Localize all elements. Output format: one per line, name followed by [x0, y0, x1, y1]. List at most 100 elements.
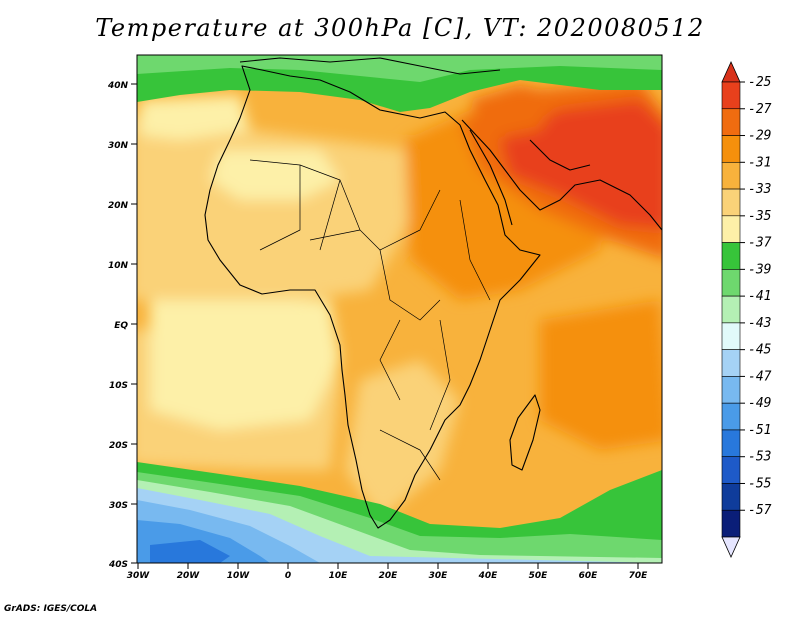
colorbar-label: -39 [748, 262, 771, 277]
lat-tick: 40S [108, 560, 137, 570]
svg-text:40E: 40E [478, 571, 499, 581]
colorbar-label: -35 [748, 209, 772, 224]
colorbar-cell [721, 242, 741, 270]
coastlines [204, 57, 662, 529]
lon-tick: 70E [629, 563, 649, 581]
lon-tick: 50E [529, 563, 548, 581]
lat-tick: 10S [109, 381, 137, 391]
band-hot-core-iran [500, 100, 662, 230]
lat-tick: 10N [108, 261, 137, 271]
africa-coastline [204, 65, 541, 529]
map-title: Temperature at 300hPa [C], VT: 202008051… [95, 14, 705, 42]
lat-tick: 20S [109, 441, 137, 451]
lat-tick: EQ [114, 321, 137, 331]
colorbar-label: -41 [748, 289, 771, 304]
colorbar-cell [721, 215, 741, 243]
band-subtrop-atl [140, 95, 250, 140]
svg-text:20W: 20W [177, 571, 201, 581]
band-north-light [137, 55, 662, 82]
lon-tick: 40E [478, 563, 499, 581]
lat-tick: 40N [107, 81, 137, 91]
svg-text:10S: 10S [109, 381, 128, 391]
lat-axis: 40N 30N 20N 10N EQ 10S 20S 30S 40S [107, 81, 137, 570]
colorbar-cell [721, 295, 741, 324]
colorbar-label: -33 [748, 182, 771, 197]
gulf-coast [529, 139, 591, 171]
madagascar [509, 394, 541, 471]
colorbar-label: -45 [748, 343, 772, 358]
band-indian-ocean [540, 300, 662, 450]
colorbar-label: -49 [748, 396, 771, 411]
band-sahara-cool [210, 150, 340, 200]
colorbar-cell [721, 322, 741, 350]
colorbar-label: -27 [748, 102, 772, 117]
band-arabia-edge [470, 85, 560, 140]
colorbar: -25 -27 -29 -31 -33 -35 -37 -39 -41 -43 -45 -47 -49 -… [721, 61, 772, 558]
red-sea-coast [469, 129, 513, 226]
svg-text:30E: 30E [429, 571, 449, 581]
lon-tick: 10W [227, 563, 250, 581]
lat-tick: 30S [109, 501, 137, 511]
svg-text:30W: 30W [127, 571, 151, 581]
svg-text:20E: 20E [379, 571, 399, 581]
colorbar-cell [721, 81, 741, 110]
colorbar-label: -57 [748, 503, 772, 518]
colorbar-cell [721, 483, 741, 511]
lon-tick: 20W [177, 563, 201, 581]
svg-text:20N: 20N [108, 201, 129, 211]
colorbar-cell [721, 108, 741, 136]
colorbar-cell [721, 509, 741, 538]
svg-text:30S: 30S [109, 501, 128, 511]
grads-credit: GrADS: IGES/COLA [4, 604, 98, 614]
colorbar-label: -47 [748, 369, 772, 384]
lon-tick: 10E [329, 563, 349, 581]
colorbar-cell [721, 376, 741, 404]
band-north-green [137, 55, 662, 112]
svg-text:0: 0 [285, 571, 291, 581]
svg-text:40S: 40S [108, 560, 128, 570]
svg-text:40N: 40N [107, 81, 129, 91]
colorbar-label: -29 [748, 129, 771, 144]
colorbar-cell [721, 349, 741, 377]
svg-text:60E: 60E [579, 571, 599, 581]
lon-tick: 60E [579, 563, 599, 581]
svg-text:10N: 10N [108, 261, 129, 271]
lat-tick: 30N [108, 141, 137, 151]
mediterranean-north [239, 57, 501, 75]
plot-frame [136, 54, 663, 564]
lon-tick: 30E [429, 563, 449, 581]
colorbar-label: -25 [748, 75, 772, 90]
colorbar-label: -51 [748, 423, 771, 438]
band-warm-tropics [137, 115, 420, 300]
lon-tick: 0 [285, 563, 291, 581]
band-south-deepest [150, 540, 230, 563]
colorbar-cell [721, 456, 741, 484]
lon-tick: 30W [127, 563, 151, 581]
svg-text:70E: 70E [629, 571, 649, 581]
svg-text:EQ: EQ [114, 321, 128, 331]
inner-borders [249, 159, 491, 481]
band-atlantic-cool [150, 300, 340, 430]
temperature-field [137, 55, 662, 563]
colorbar-cell [721, 402, 741, 431]
colorbar-cell [721, 188, 741, 217]
colorbar-label: -55 [748, 476, 772, 491]
arabia-coast [461, 119, 662, 231]
colorbar-cell [721, 135, 741, 163]
colorbar-label: -37 [748, 236, 772, 251]
colorbar-label: -43 [748, 316, 771, 331]
colorbar-cell [721, 429, 741, 458]
svg-text:30N: 30N [108, 141, 129, 151]
colorbar-top-arrow [721, 61, 741, 83]
lon-axis: 30W 20W 10W 0 10E 20E 30E 40E 50E 60E 70… [127, 563, 648, 581]
colorbar-bottom-arrow [721, 536, 741, 558]
colorbar-cell [721, 269, 741, 297]
colorbar-label: -31 [748, 155, 771, 170]
band-south-africa [345, 360, 460, 520]
lat-tick: 20N [108, 201, 137, 211]
colorbar-cell [721, 161, 741, 190]
svg-text:10E: 10E [329, 571, 349, 581]
svg-text:20S: 20S [109, 441, 128, 451]
lon-tick: 20E [379, 563, 399, 581]
